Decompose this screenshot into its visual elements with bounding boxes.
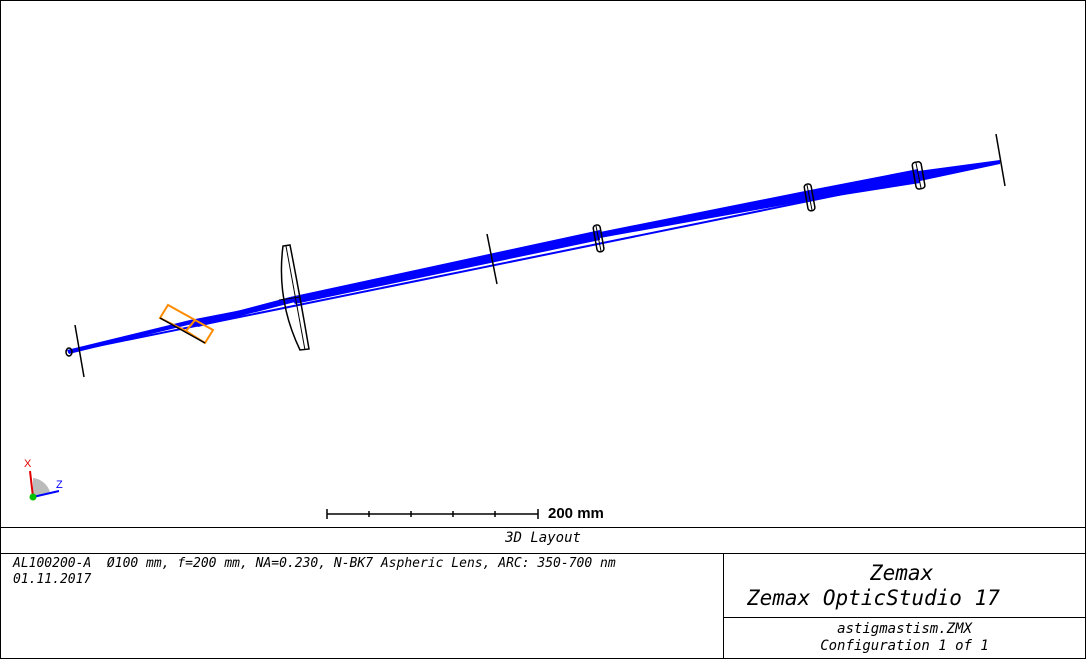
footer-divider-top [0,527,1086,528]
scale-label: 200 mm [548,505,604,522]
lens-element-2 [592,224,605,253]
layout-date: 01.11.2017 [13,572,92,587]
beam-segment-5 [600,190,812,238]
lens-element-4-inner [915,162,922,189]
scale-ticks [326,509,539,519]
aspheric-lens [280,244,310,351]
lens-element-2-inner [595,225,602,252]
intermediate-plane [486,233,498,285]
lens-element-3 [803,183,816,212]
beam-center [67,161,1001,353]
source-object [65,347,73,357]
beam-segment-3 [195,297,295,327]
axis-z-arrow [32,490,60,498]
lens-description: AL100200-A Ø100 mm, f=200 mm, NA=0.230, … [13,556,616,571]
axis-z-label: Z [56,479,63,491]
footer-divider-vertical [723,553,724,659]
axis-origin [29,493,37,501]
lens-element-4 [911,161,926,190]
product-name: Zemax OpticStudio 17 [747,586,1000,610]
lens-crossbar [278,296,301,301]
fold-mirror [159,317,206,344]
footer-divider-title [0,553,1086,554]
beam-segment-6 [810,169,920,200]
axis-x-arrow [29,470,34,498]
file-name: astigmastism.ZMX [837,621,972,637]
footer-divider-right [723,617,1086,618]
axis-triad-disc [33,478,50,497]
object-plane [74,324,85,378]
lens-element-3-inner [806,184,813,211]
3d-layout-plot [29,133,1006,519]
company-name: Zemax [870,561,934,585]
image-plane [995,133,1006,187]
beam-segment-4 [290,230,600,304]
configuration-label: Configuration 1 of 1 [820,638,989,654]
axis-x-label: X [24,458,32,470]
footer-title: 3D Layout [505,530,581,546]
